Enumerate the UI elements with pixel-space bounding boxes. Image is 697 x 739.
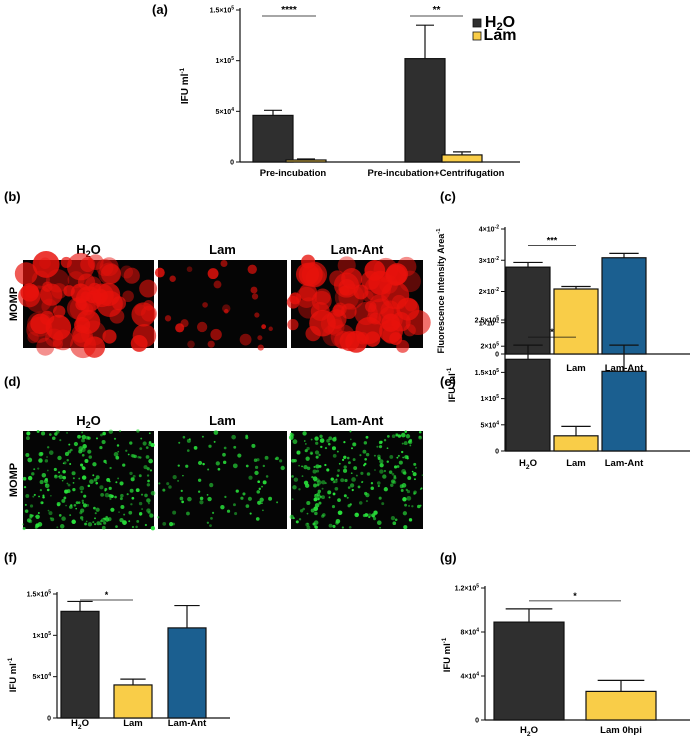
micrograph-image	[158, 431, 287, 529]
panel-label-e: (e)	[440, 374, 456, 389]
x-tick-label: Lam	[566, 458, 586, 469]
row-label: MOMP	[8, 287, 20, 321]
x-tick-label: Pre-incubation+Centrifugation	[368, 168, 505, 179]
y-tick-label: 5×104	[215, 107, 234, 116]
panel-label-d: (d)	[4, 374, 21, 389]
y-tick-label: 1.5×105	[27, 590, 52, 599]
chart-c: 0 1×10-2 2×10-2 3×10-2 4×10-2 Fluorescence In…	[436, 225, 690, 376]
significance-label: *	[573, 591, 577, 601]
y-axis-label: IFU ml-1	[446, 367, 458, 402]
x-tick-label: Lam	[123, 718, 143, 729]
bar-0	[505, 266, 551, 355]
x-tick-label: Pre-incubation	[260, 168, 327, 179]
chart-g: 0 4×104 8×104 1.2×105 IFU ml-1 H2O Lam 0hpi *	[441, 584, 690, 738]
y-axis-label: IFU ml-1	[179, 67, 191, 104]
bar-1	[113, 684, 153, 719]
y-tick-label: 1×10-2	[479, 318, 499, 327]
y-tick-label: 0	[495, 352, 499, 359]
legend-label-0: H2O	[485, 14, 515, 33]
bar-0	[505, 358, 551, 452]
chart-e: 0 5×104 1×105 1.5×105 2×105 2.5×105 IFU ml-1 H2…	[446, 316, 690, 471]
significance-label: **	[433, 5, 441, 16]
column-label: Lam-Ant	[331, 413, 384, 428]
significance-label: ****	[281, 5, 297, 16]
y-tick-label: 0	[47, 716, 51, 723]
y-tick-label: 8×104	[460, 628, 479, 637]
bar-0	[493, 621, 565, 721]
bar-1-1	[441, 154, 483, 163]
y-tick-label: 1.5×105	[210, 6, 235, 15]
chart-f: 0 5×104 1×105 1.5×105 IFU ml-1 H2O Lam Lam-Ant *	[7, 590, 230, 731]
y-tick-label: 4×104	[460, 672, 479, 681]
bar-1	[553, 435, 599, 452]
bar-2	[167, 627, 207, 719]
column-label: Lam	[209, 413, 236, 428]
micrograph-panel-d: MOMP H2O Lam Lam-Ant	[8, 413, 424, 531]
column-label: Lam	[209, 242, 236, 257]
column-label: H2O	[76, 413, 101, 430]
y-tick-label: 1×105	[480, 394, 499, 403]
significance-label: *	[550, 327, 554, 337]
panel-label-g: (g)	[440, 550, 457, 565]
panel-label-a: (a)	[152, 2, 168, 17]
y-tick-label: 3×10-2	[479, 256, 499, 265]
y-tick-label: 0	[230, 160, 234, 167]
y-tick-label: 4×10-2	[479, 225, 499, 234]
y-tick-label: 1×105	[215, 56, 234, 65]
bar-1	[553, 288, 599, 355]
significance-label: ***	[547, 235, 558, 245]
x-tick-label: Lam-Ant	[605, 458, 644, 469]
x-tick-label: H2O	[519, 458, 537, 471]
legend-swatch-0	[472, 18, 482, 28]
micrograph-image	[158, 260, 287, 348]
bar-2	[601, 257, 647, 355]
x-tick-label: Lam-Ant	[168, 718, 207, 729]
y-axis-label: IFU ml-1	[7, 657, 19, 692]
panel-label-b: (b)	[4, 189, 21, 204]
y-tick-label: 2.5×105	[475, 316, 500, 325]
x-tick-label: Lam	[566, 363, 586, 374]
legend-label-1: Lam	[484, 27, 517, 44]
bar-1-0	[285, 159, 327, 163]
bar-0	[60, 610, 100, 719]
column-label: Lam-Ant	[331, 242, 384, 257]
y-axis-label: Fluorescence Intensity Area-1	[436, 228, 446, 354]
bar-0-1	[404, 58, 446, 163]
y-tick-label: 1.5×105	[475, 368, 500, 377]
y-tick-label: 1.2×105	[455, 584, 480, 593]
y-tick-label: 0	[475, 718, 479, 725]
x-tick-label: Lam 0hpi	[600, 725, 642, 736]
legend-swatch-1	[472, 31, 482, 41]
panel-label-c: (c)	[440, 189, 456, 204]
bar-2	[601, 370, 647, 452]
x-tick-label: H2O	[71, 718, 89, 731]
x-tick-label: H2O	[520, 725, 538, 738]
y-axis-label: IFU ml-1	[441, 637, 453, 672]
y-tick-label: 5×104	[480, 420, 499, 429]
panel-label-f: (f)	[4, 550, 17, 565]
y-tick-label: 5×104	[32, 672, 51, 681]
row-label: MOMP	[8, 463, 20, 497]
y-tick-label: 2×105	[480, 342, 499, 351]
significance-label: *	[105, 590, 109, 600]
bar-0-0	[252, 114, 294, 163]
y-tick-label: 2×10-2	[479, 287, 499, 296]
chart-a: 0 5×104 1×105 1.5×105 IFU ml-1 Pre-incubation…	[179, 5, 520, 179]
y-tick-label: 0	[495, 449, 499, 456]
y-tick-label: 1×105	[32, 631, 51, 640]
bar-1	[585, 690, 657, 721]
